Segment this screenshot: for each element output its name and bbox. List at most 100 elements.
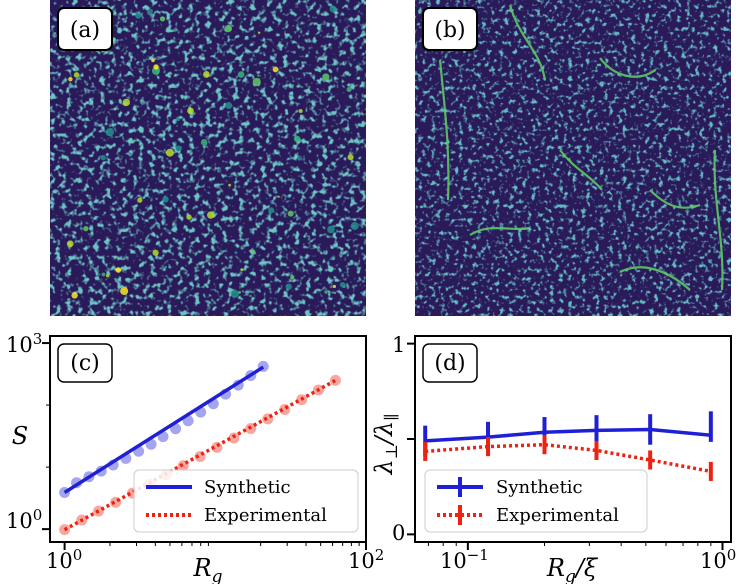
panel-c-ytick-top: 103 [6, 330, 42, 357]
panel-a-spot [287, 210, 294, 217]
panel-b-filament [469, 226, 531, 236]
panel-a-spot [202, 71, 210, 78]
panel-d-legend-synthetic-label: Synthetic [496, 477, 583, 498]
panel-a-spot [115, 267, 122, 273]
panel-c-xlabel: Rg [193, 554, 223, 584]
panel-a-spot [122, 98, 131, 107]
panel-a-spot [330, 257, 334, 261]
panel-a-spot [225, 102, 233, 110]
panel-a-spot [332, 284, 337, 289]
panel-b-filament [713, 149, 724, 291]
panel-a-spot [329, 5, 337, 13]
panel-d-line-synthetic [425, 426, 713, 443]
panel-b-filament [599, 57, 656, 78]
panel-a-spot [333, 291, 337, 295]
panel-a-spot [105, 274, 110, 278]
panel-a-spot [164, 265, 168, 269]
panel-b-filament [649, 189, 701, 209]
panel-d-ytick-0: 0 [392, 521, 405, 545]
panel-a-spot [238, 290, 241, 294]
panel-a-spot [346, 86, 352, 93]
panel-a-spot [224, 24, 233, 33]
panel-a-spot [339, 282, 346, 288]
panel-a-spot [249, 294, 252, 298]
panel-b-filament [559, 149, 603, 191]
panel-a-spot [234, 251, 238, 255]
panel-a-spot [133, 139, 136, 142]
panel-a-spot [268, 207, 275, 214]
panel-a-spot [175, 117, 180, 122]
panel-a-spot [186, 214, 192, 220]
panel-a-spot [83, 226, 89, 232]
panel-c-tag-box [57, 343, 113, 383]
panel-a-spot [272, 66, 279, 73]
panel-c-ytick-bottom: 100 [6, 506, 42, 533]
panel-b-filament [508, 4, 547, 81]
panel-d-tag-box [422, 343, 478, 383]
panel-d-xtick-right: 100 [700, 546, 736, 573]
panel-a-spot [71, 292, 78, 299]
panel-c-xtick-left: 100 [46, 546, 82, 573]
panel-d-xlabel: Rg/ξ [546, 554, 599, 584]
panel-a-spot [290, 275, 295, 280]
panel-a-spot [200, 139, 208, 146]
panel-d-line-experimental [425, 442, 712, 474]
panel-d-ticks [407, 342, 724, 550]
panel-a-spot [120, 287, 129, 296]
panel-b-tag-box [422, 7, 478, 51]
panel-a-spot [322, 73, 330, 81]
panel-a-tag-box [57, 7, 113, 51]
panel-a-spot [66, 240, 74, 248]
panel-a-spot [148, 8, 153, 14]
panel-c-ticks [42, 342, 367, 550]
panel-a-spot [105, 128, 115, 137]
panel-a-spot [187, 107, 194, 115]
panel-d-ylabel: λ⊥/λ∥ [370, 414, 401, 476]
panel-a-spot [122, 20, 125, 23]
panel-c-ylabel: S [12, 422, 28, 450]
panel-d-ytick-1: 1 [392, 333, 405, 357]
panel-a-spot [142, 59, 147, 63]
panel-a-spot [228, 183, 232, 187]
panel-a-spot [175, 145, 182, 152]
panel-a-spot [237, 71, 245, 78]
panel-a-spot [297, 157, 301, 161]
panel-a-spot [135, 12, 142, 19]
panel-a-spot [285, 283, 292, 290]
panel-a-spot [100, 154, 106, 161]
panel-a-spot [251, 250, 256, 254]
panel-d-xtick-left: 10−1 [440, 546, 489, 573]
panel-c-fit-synthetic [63, 365, 265, 494]
panel-c-legend-synthetic-label: Synthetic [204, 477, 291, 498]
panel-a-spot [153, 64, 159, 70]
panel-a-spot [137, 197, 143, 203]
panel-b-filament [438, 59, 450, 201]
panel-a-spot [327, 225, 335, 234]
panel-a-spot [298, 109, 303, 114]
panel-a-spot [152, 249, 159, 256]
panel-d-marks [423, 411, 713, 481]
panel-a-spot [151, 58, 155, 63]
panel-b-filament [619, 266, 691, 291]
panel-b: (b) [415, 0, 731, 316]
panel-a-spot [257, 31, 261, 35]
panel-b-noise [415, 0, 731, 316]
panel-d-legend-experimental-label: Experimental [496, 505, 619, 526]
panel-d-legend: Synthetic Experimental [424, 469, 648, 533]
panel-d-tag: (d) [434, 351, 465, 376]
panel-a-spot [138, 176, 141, 179]
panel-a-spot [101, 272, 106, 277]
panel-a-spot [252, 77, 261, 87]
panel-c-xtick-right: 102 [348, 546, 384, 573]
panel-a-spot [350, 221, 359, 230]
panel-a-spot [277, 195, 280, 198]
panel-d: (d) 1 0 10−1 100 λ⊥/λ∥ Rg/ξ Synthetic Ex… [370, 333, 736, 584]
panel-a-spot [324, 290, 328, 294]
panel-a-spot [159, 16, 166, 22]
panel-a-bright-spots [54, 5, 359, 299]
panel-a: (a) [50, 0, 366, 316]
panel-b-tag: (b) [434, 18, 465, 43]
panel-c-legend-experimental-label: Experimental [204, 505, 327, 526]
panel-a-spot [231, 289, 240, 298]
